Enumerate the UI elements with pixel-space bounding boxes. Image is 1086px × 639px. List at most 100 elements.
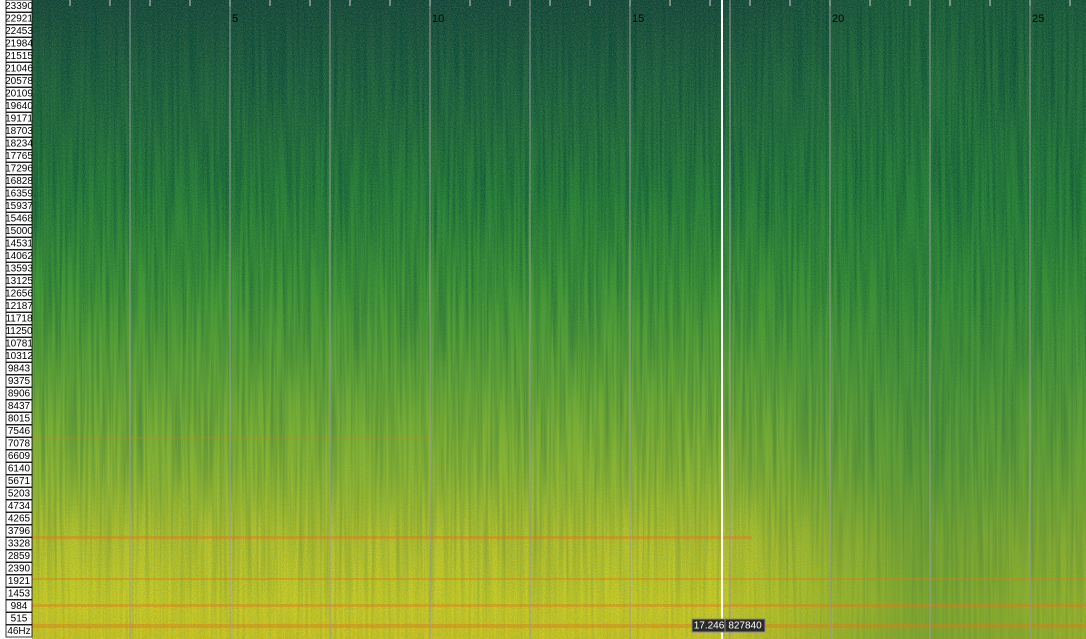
- label-box: [5, 337, 33, 350]
- cursor-time: 17.246: [694, 621, 725, 632]
- frequency-label: 21046: [5, 64, 33, 75]
- frequency-label: 16359: [5, 189, 33, 200]
- label-box: [5, 537, 33, 550]
- frequency-label: 20109: [5, 89, 33, 100]
- frequency-label: 16828: [5, 176, 33, 187]
- frequency-label: 14062: [5, 251, 33, 262]
- frequency-label: 18703: [5, 126, 33, 137]
- frequency-label: 9375: [8, 376, 31, 387]
- label-box: [5, 262, 33, 275]
- label-box: [5, 162, 33, 175]
- frequency-label: 12187: [5, 301, 33, 312]
- label-box: [5, 449, 33, 463]
- frequency-label: 18234: [5, 139, 33, 150]
- label-box: [5, 124, 33, 138]
- time-grid: [69, 0, 1071, 639]
- label-box: [5, 512, 33, 525]
- frequency-label: 17296: [5, 164, 33, 175]
- frequency-label: 17765: [5, 151, 33, 162]
- frequency-label: 8015: [8, 414, 31, 425]
- frequency-label: 21984: [5, 39, 33, 50]
- time-label: 5: [232, 13, 238, 25]
- label-box: [5, 312, 33, 325]
- frequency-label: 13125: [5, 276, 33, 287]
- label-box: [5, 487, 33, 500]
- frequency-label: 14531: [5, 239, 33, 250]
- frequency-label: 11718: [5, 314, 33, 325]
- label-box: [5, 412, 33, 425]
- cursor-sample: 827840: [728, 621, 762, 632]
- frequency-label: 13593: [5, 264, 33, 275]
- time-label: 20: [832, 13, 844, 25]
- frequency-label: 4734: [8, 501, 31, 512]
- frequency-label: 20578: [5, 76, 33, 87]
- frequency-label: 22453: [5, 26, 33, 37]
- label-box: [5, 562, 33, 575]
- frequency-label: 3796: [8, 526, 31, 537]
- label-box: [5, 62, 33, 75]
- label-box: [5, 324, 33, 338]
- label-box: [5, 249, 33, 263]
- frequency-label: 22921: [5, 14, 33, 25]
- frequency-label: 23390: [5, 1, 33, 12]
- frequency-label: 984: [11, 601, 28, 612]
- label-box: [5, 274, 33, 288]
- spectrogram: [32, 0, 1086, 639]
- frequency-label: 15000: [5, 226, 33, 237]
- frequency-label: 1453: [8, 589, 31, 600]
- label-box: [5, 362, 33, 375]
- label-box: [5, 374, 33, 388]
- label-box: [5, 599, 33, 613]
- label-box: [5, 349, 33, 363]
- frequency-label: 21515: [5, 51, 33, 62]
- frequency-label: 5671: [8, 476, 31, 487]
- label-box: [5, 437, 33, 450]
- frequency-label: 7078: [8, 439, 31, 450]
- frequency-label: 12656: [5, 289, 33, 300]
- frequency-label: 11250: [5, 326, 33, 337]
- frequency-label: 2859: [8, 551, 31, 562]
- frequency-label: 15468: [5, 214, 33, 225]
- frequency-label: 9843: [8, 364, 31, 375]
- time-label: 15: [632, 13, 644, 25]
- frequency-label: 5203: [8, 489, 31, 500]
- time-label: 10: [432, 13, 444, 25]
- label-box: [5, 549, 33, 563]
- frequency-label: 4265: [8, 514, 31, 525]
- label-box: [5, 212, 33, 225]
- label-box: [5, 174, 33, 188]
- frequency-label: 515: [11, 614, 28, 625]
- label-box: [5, 499, 33, 513]
- frequency-label: 2390: [8, 564, 31, 575]
- label-box: [5, 74, 33, 88]
- label-box: [5, 37, 33, 50]
- frequency-label: 3328: [8, 539, 31, 550]
- time-label: 25: [1032, 13, 1044, 25]
- frequency-label: 46Hz: [7, 626, 30, 637]
- label-box: [5, 462, 33, 475]
- label-box: [5, 137, 33, 150]
- label-box: [5, 624, 33, 638]
- label-box: [5, 224, 33, 238]
- label-box: [5, 49, 33, 63]
- cursor-readout: 17.246 827840: [691, 618, 766, 633]
- label-box: [5, 299, 33, 313]
- frequency-label: 10312: [5, 351, 33, 362]
- label-box: [5, 187, 33, 200]
- frequency-label: 1921: [8, 576, 31, 587]
- label-box: [5, 199, 33, 213]
- label-box: [5, 612, 33, 625]
- label-box: [5, 237, 33, 250]
- label-box: [5, 399, 33, 413]
- label-box: [5, 474, 33, 488]
- frequency-label: 6609: [8, 451, 31, 462]
- label-box: [5, 574, 33, 588]
- label-box: [5, 149, 33, 163]
- frequency-label: 6140: [8, 464, 31, 475]
- frequency-label: 19640: [5, 101, 33, 112]
- label-box: [5, 99, 33, 113]
- frequency-label: 8437: [8, 401, 31, 412]
- label-box: [5, 287, 33, 300]
- label-box: [5, 112, 33, 125]
- frequency-label: 15937: [5, 201, 33, 212]
